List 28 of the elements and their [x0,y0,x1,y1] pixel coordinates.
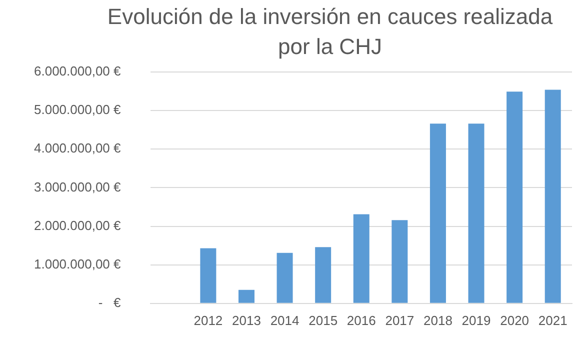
y-tick-label: 4.000.000,00 € [34,140,122,156]
y-tick-label: - € [98,294,122,310]
y-tick-label: 6.000.000,00 € [34,64,122,79]
x-tick-label: 2018 [424,312,452,328]
bar [238,290,254,303]
x-tick-label: 2021 [538,312,568,328]
bar [468,124,484,303]
y-tick-label: 1.000.000,00 € [34,256,122,272]
chart-title: Evolución de la inversión en cauces realizada por la CHJ [106,3,554,61]
x-tick-label: 2017 [385,312,414,328]
bar [544,90,561,303]
x-tick-label: 2020 [500,312,530,328]
y-tick-label: 5.000.000,00 € [34,102,122,118]
bar [430,124,446,303]
bar [315,247,332,303]
y-tick-label: 2.000.000,00 € [34,218,122,233]
bar [200,248,216,303]
x-tick-label: 2013 [232,312,261,328]
x-tick-label: 2016 [346,312,376,328]
bar [392,220,408,303]
x-tick-label: 2019 [462,312,491,328]
x-tick-label: 2015 [308,312,338,328]
x-tick-label: 2012 [194,312,223,328]
bar [276,252,293,303]
x-tick-label: 2014 [270,312,300,328]
y-tick-label: 3.000.000,00 € [34,179,122,194]
bar [506,92,523,303]
bar [353,214,370,303]
